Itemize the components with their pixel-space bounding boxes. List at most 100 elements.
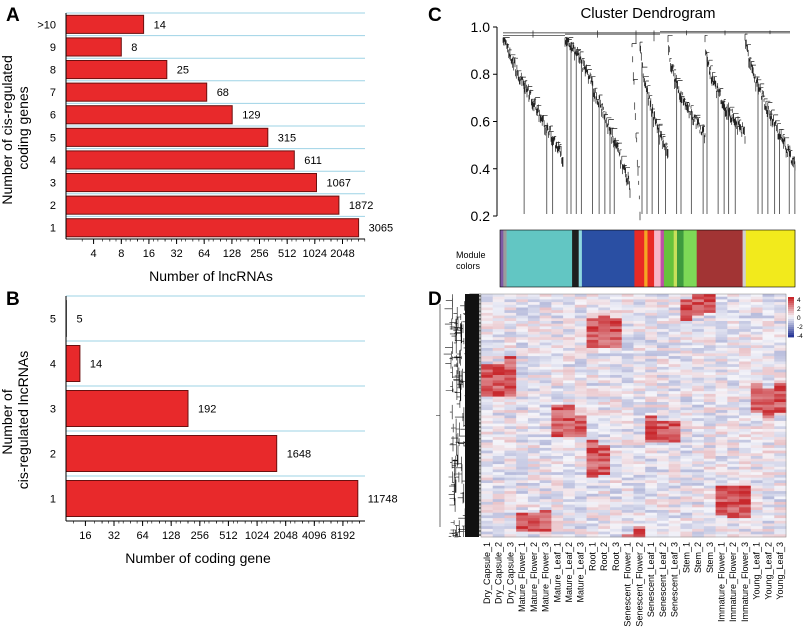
heatmap-cell [504,445,517,449]
heatmap-cell [481,299,494,303]
heatmap-cell [586,353,599,357]
heatmap-cell [668,339,681,343]
heatmap-cell [692,504,705,508]
heatmap-cell [633,418,646,422]
heatmap-cell [739,434,752,438]
heatmap-cell [680,294,693,298]
heatmap-cell [586,534,599,538]
heatmap-cell [739,447,752,451]
heatmap-cell [762,420,775,424]
heatmap-cell [762,361,775,365]
heatmap-cell [633,353,646,357]
heatmap-cell [739,410,752,414]
heatmap-cell [715,493,728,497]
heatmap-cell [621,523,634,527]
heatmap-cell [504,345,517,349]
heatmap-cell [727,375,740,379]
heatmap-cell [668,375,681,379]
heatmap-cell [574,453,587,457]
heatmap-cell [668,364,681,368]
heatmap-cell [504,321,517,325]
heatmap-cell [668,310,681,314]
heatmap-cell [633,526,646,530]
heatmap-cell [750,464,763,468]
heatmap-cell [692,299,705,303]
heatmap-cell [586,388,599,392]
heatmap-cell [680,377,693,381]
heatmap-cell [527,526,541,530]
heatmap-cell [574,434,587,438]
heatmap-cell [539,526,552,530]
heatmap-cell [516,302,529,306]
heatmap-cell [563,434,576,438]
heatmap-cell [563,383,576,387]
heatmap-cell [656,383,670,387]
heatmap-cell [563,456,576,460]
heatmap-cell [586,439,599,443]
heatmap-cell [586,453,599,457]
heatmap-cell [703,402,717,406]
heatmap-cell [586,375,599,379]
heatmap-cell [703,528,717,532]
heatmap-cell [598,353,611,357]
heatmap-cell [598,434,611,438]
heatmap-cell [539,429,552,433]
heatmap-cell [504,412,517,416]
heatmap-cell [504,485,517,489]
heatmap-cell [504,323,517,327]
heatmap-cell [481,531,494,535]
heatmap-cell [551,304,564,308]
heatmap-cell [527,437,541,441]
heatmap-cell [703,307,717,311]
heatmap-cell [668,383,681,387]
heatmap-cell [504,510,517,514]
heatmap-cell [750,423,763,427]
heatmap-cell [692,453,705,457]
bar-value-label-7: 68 [217,87,229,99]
heatmap-cell [492,431,505,435]
heatmap-cell [551,445,564,449]
heatmap-cell [586,483,599,487]
heatmap-frame [480,293,787,538]
column-label-Mature_Leaf_2: Mature_Leaf_2 [564,542,574,603]
heatmap-cell [668,391,681,395]
heatmap-cell [715,458,728,462]
heatmap-cell [703,442,717,446]
heatmap-cell [610,431,623,435]
heatmap-cell [703,496,717,500]
column-label-Mature_Leaf_1: Mature_Leaf_1 [552,542,562,603]
heatmap-cell [492,450,505,454]
heatmap-cell [703,315,717,319]
heatmap-cell [539,493,552,497]
heatmap-cell [563,318,576,322]
heatmap-cell [692,480,705,484]
heatmap-cell [586,496,599,500]
heatmap-cell [527,345,541,349]
heatmap-cell [527,531,541,535]
heatmap-cell [563,431,576,435]
heatmap-cell [481,437,494,441]
heatmap-cell [715,304,728,308]
heatmap-cell [492,329,505,333]
heatmap-cell [481,461,494,465]
heatmap-cell [504,364,517,368]
heatmap-cell [727,458,740,462]
heatmap-cell [621,323,634,327]
x-tick-label-4096: 4096 [302,530,326,542]
heatmap-cell [656,361,670,365]
heatmap-cell [645,499,658,503]
heatmap-cell [610,361,623,365]
heatmap-cell [492,496,505,500]
heatmap-cell [481,466,494,470]
heatmap-cell [574,518,587,522]
heatmap-cell [481,415,494,419]
heatmap-cell [610,437,623,441]
heatmap-cell [504,515,517,519]
heatmap-cell [750,329,763,333]
heatmap-cell [492,366,505,370]
heatmap-cell [574,321,587,325]
heatmap-cell [492,312,505,316]
heatmap-cell [633,410,646,414]
heatmap-cell [680,358,693,362]
heatmap-cell [539,528,552,532]
